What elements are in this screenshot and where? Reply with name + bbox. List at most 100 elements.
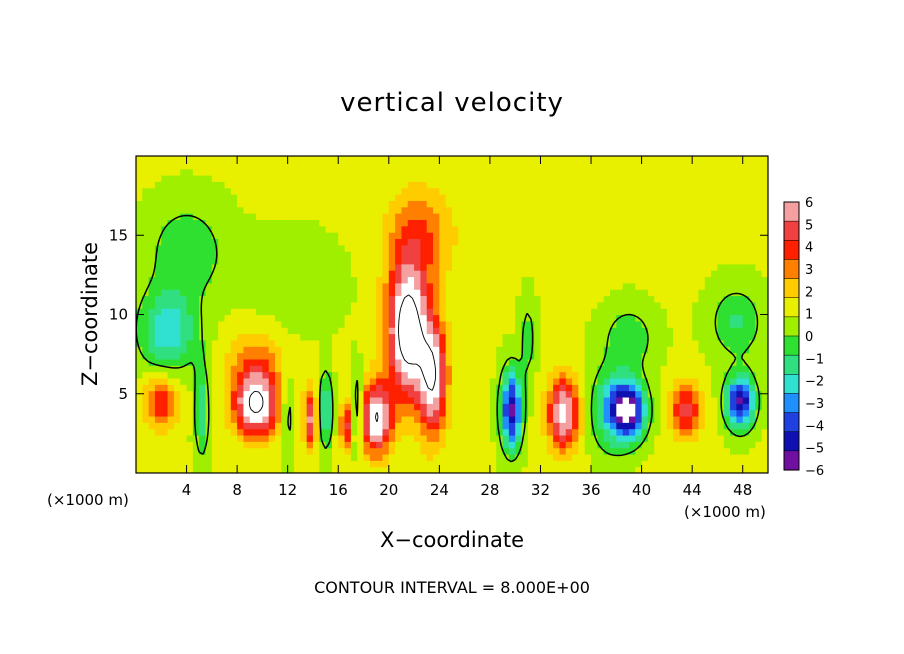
heatmap-cell: [369, 232, 377, 240]
heatmap-cell: [426, 244, 434, 252]
heatmap-cell: [382, 251, 390, 259]
heatmap-cell: [224, 365, 232, 373]
heatmap-cell: [199, 282, 207, 290]
heatmap-cell: [369, 415, 377, 423]
heatmap-cell: [578, 415, 586, 423]
heatmap-cell: [584, 219, 592, 227]
heatmap-cell: [704, 200, 712, 208]
heatmap-cell: [262, 295, 270, 303]
heatmap-cell: [515, 289, 523, 297]
heatmap-cell: [300, 200, 308, 208]
heatmap-cell: [199, 390, 207, 398]
heatmap-cell: [597, 333, 605, 341]
heatmap-cell: [761, 225, 768, 233]
heatmap-cell: [319, 466, 327, 473]
heatmap-cell: [445, 333, 453, 341]
heatmap-cell: [534, 219, 542, 227]
heatmap-cell: [401, 447, 409, 455]
heatmap-cell: [142, 466, 150, 473]
heatmap-cell: [439, 270, 447, 278]
heatmap-cell: [243, 225, 251, 233]
heatmap-cell: [591, 409, 598, 417]
heatmap-cell: [597, 276, 605, 284]
heatmap-cell: [622, 301, 630, 309]
heatmap-cell: [546, 276, 554, 284]
heatmap-cell: [698, 168, 706, 176]
heatmap-cell: [186, 346, 194, 354]
heatmap-cell: [470, 263, 478, 271]
heatmap-cell: [199, 168, 207, 176]
heatmap-cell: [730, 282, 737, 290]
heatmap-cell: [635, 232, 643, 240]
heatmap-cell: [325, 175, 333, 182]
heatmap-cell: [458, 314, 466, 322]
heatmap-cell: [376, 194, 384, 201]
heatmap-cell: [344, 447, 352, 455]
heatmap-cell: [603, 175, 611, 182]
heatmap-cell: [496, 181, 504, 189]
heatmap-cell: [218, 346, 226, 354]
heatmap-cell: [622, 327, 630, 335]
heatmap-cell: [628, 403, 636, 411]
heatmap-cell: [559, 238, 567, 246]
heatmap-cell: [161, 447, 169, 455]
heatmap-cell: [483, 181, 491, 189]
heatmap-cell: [578, 308, 586, 316]
heatmap-cell: [350, 263, 358, 271]
heatmap-cell: [262, 270, 270, 278]
heatmap-cell: [439, 263, 447, 271]
heatmap-cell: [635, 282, 643, 290]
heatmap-cell: [344, 263, 352, 271]
heatmap-cell: [603, 365, 611, 373]
heatmap-cell: [142, 219, 150, 227]
heatmap-cell: [173, 200, 181, 208]
heatmap-cell: [508, 251, 516, 259]
heatmap-cell: [546, 460, 554, 468]
heatmap-cell: [363, 396, 371, 404]
heatmap-cell: [540, 327, 548, 335]
heatmap-cell: [540, 466, 548, 473]
heatmap-cell: [584, 327, 592, 335]
heatmap-cell: [275, 244, 282, 252]
heatmap-cell: [452, 232, 459, 240]
heatmap-cell: [704, 428, 712, 436]
heatmap-cell: [603, 257, 611, 265]
heatmap-cell: [679, 295, 687, 303]
heatmap-cell: [610, 314, 617, 322]
heatmap-cell: [578, 282, 586, 290]
heatmap-cell: [711, 441, 719, 449]
heatmap-cell: [464, 453, 472, 461]
heatmap-cell: [641, 453, 649, 461]
heatmap-cell: [730, 377, 737, 385]
heatmap-cell: [452, 200, 459, 208]
heatmap-cell: [553, 333, 561, 341]
heatmap-cell: [249, 308, 257, 316]
heatmap-cell: [578, 289, 586, 297]
heatmap-cell: [287, 453, 295, 461]
heatmap-cell: [749, 219, 756, 227]
heatmap-cell: [344, 276, 352, 284]
heatmap-cell: [692, 187, 700, 195]
heatmap-cell: [685, 244, 693, 252]
heatmap-cell: [243, 333, 251, 341]
heatmap-cell: [730, 257, 737, 265]
heatmap-cell: [610, 371, 617, 379]
heatmap-cell: [173, 453, 181, 461]
heatmap-cell: [148, 384, 156, 392]
heatmap-cell: [502, 320, 510, 328]
heatmap-cell: [742, 365, 750, 373]
heatmap-cell: [685, 156, 693, 163]
heatmap-cell: [704, 270, 712, 278]
heatmap-cell: [319, 403, 327, 411]
heatmap-cell: [407, 333, 415, 341]
heatmap-cell: [704, 276, 712, 284]
heatmap-cell: [350, 358, 358, 366]
heatmap-cell: [578, 365, 586, 373]
heatmap-cell: [338, 409, 346, 417]
heatmap-cell: [243, 396, 251, 404]
heatmap-cell: [154, 409, 162, 417]
heatmap-cell: [692, 409, 700, 417]
heatmap-cell: [534, 466, 542, 473]
heatmap-cell: [603, 187, 611, 195]
heatmap-cell: [382, 403, 390, 411]
